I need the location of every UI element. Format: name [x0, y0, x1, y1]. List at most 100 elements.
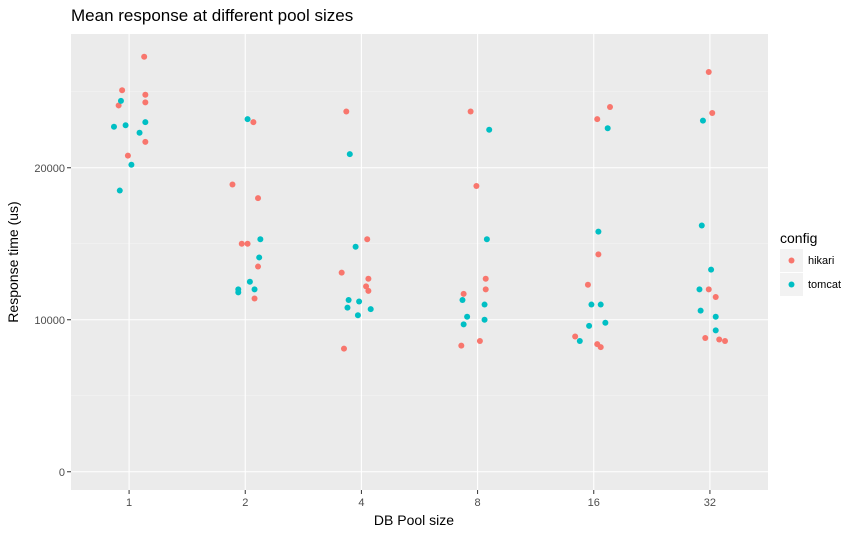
data-point-hikari: [255, 195, 262, 202]
y-axis-label: Response time (us): [5, 201, 21, 322]
data-point-hikari: [365, 287, 372, 294]
data-point-hikari: [119, 87, 126, 94]
data-point-tomcat: [235, 289, 242, 296]
data-point-hikari: [255, 263, 262, 270]
data-point-hikari: [705, 69, 712, 75]
data-point-tomcat: [246, 278, 253, 285]
data-point-hikari: [363, 283, 370, 290]
data-point-tomcat: [586, 322, 593, 329]
data-point-hikari: [142, 138, 149, 145]
data-point-tomcat: [602, 319, 609, 326]
data-point-tomcat: [481, 316, 488, 323]
legend-label-tomcat: tomcat: [808, 279, 841, 291]
legend-items: hikari tomcat: [780, 249, 841, 296]
legend-title: config: [780, 230, 817, 246]
data-point-hikari: [712, 293, 719, 300]
data-point-tomcat: [481, 301, 488, 308]
data-point-hikari: [460, 290, 467, 297]
data-point-hikari: [572, 333, 579, 340]
data-point-hikari: [482, 275, 489, 282]
data-point-hikari: [473, 183, 480, 189]
data-point-hikari: [597, 344, 604, 351]
x-tick-label: 8: [475, 497, 481, 509]
data-point-tomcat: [588, 301, 595, 308]
data-point-hikari: [702, 335, 709, 341]
legend: config hikari tomcat: [780, 230, 841, 296]
legend-label-hikari: hikari: [808, 255, 834, 267]
x-tick-label: 1: [126, 497, 132, 509]
data-point-hikari: [244, 240, 251, 247]
data-point-tomcat: [367, 306, 374, 313]
data-point-tomcat: [486, 126, 493, 133]
data-point-tomcat: [697, 307, 704, 314]
data-point-hikari: [338, 269, 345, 276]
data-point-hikari: [340, 345, 347, 352]
data-point-tomcat: [345, 297, 352, 303]
data-point-tomcat: [459, 297, 466, 303]
data-point-hikari: [709, 110, 716, 117]
chart-title: Mean response at different pool sizes: [71, 6, 353, 25]
data-point-hikari: [716, 336, 723, 343]
data-point-tomcat: [708, 266, 715, 273]
data-point-tomcat: [136, 129, 143, 136]
data-point-hikari: [251, 295, 258, 302]
data-point-tomcat: [696, 286, 703, 293]
data-point-tomcat: [142, 119, 149, 126]
data-point-hikari: [124, 152, 131, 159]
x-axis-label: DB Pool size: [374, 512, 454, 528]
data-point-hikari: [141, 53, 148, 60]
data-point-tomcat: [352, 243, 359, 250]
data-point-hikari: [584, 281, 591, 288]
data-point-tomcat: [712, 313, 719, 320]
data-point-hikari: [343, 108, 350, 115]
data-point-hikari: [594, 116, 601, 123]
data-point-tomcat: [256, 254, 263, 261]
y-tick-label: 20000: [34, 163, 65, 175]
data-point-tomcat: [712, 327, 719, 334]
data-point-hikari: [722, 338, 729, 345]
data-point-tomcat: [251, 286, 258, 293]
data-point-tomcat: [699, 117, 706, 124]
data-point-tomcat: [597, 301, 604, 308]
data-point-hikari: [607, 103, 614, 110]
data-point-tomcat: [122, 122, 129, 129]
x-tick-label: 4: [358, 497, 364, 509]
data-point-hikari: [142, 99, 149, 106]
data-point-tomcat: [698, 222, 705, 229]
data-point-tomcat: [464, 313, 471, 320]
data-point-tomcat: [483, 236, 490, 243]
data-point-tomcat: [346, 151, 353, 158]
data-point-hikari: [482, 286, 489, 293]
grid-lines: [71, 34, 768, 490]
data-point-hikari: [595, 251, 602, 258]
data-point-hikari: [705, 286, 712, 293]
data-point-hikari: [458, 342, 465, 349]
data-point-hikari: [467, 108, 474, 115]
data-points: [110, 53, 729, 352]
legend-swatch-tomcat: [788, 281, 795, 288]
plot-panel: [71, 34, 768, 490]
data-point-tomcat: [117, 97, 124, 104]
data-point-tomcat: [344, 304, 351, 311]
data-point-tomcat: [354, 312, 361, 319]
data-point-hikari: [250, 119, 257, 126]
data-point-tomcat: [128, 161, 135, 168]
data-point-tomcat: [576, 338, 583, 345]
data-point-tomcat: [604, 125, 611, 132]
data-point-hikari: [238, 240, 245, 247]
data-point-tomcat: [595, 228, 602, 235]
data-point-tomcat: [244, 116, 251, 123]
data-point-hikari: [476, 338, 483, 345]
axes: 0 10000 20000 1 2 4 8 16 32: [34, 163, 716, 509]
x-tick-label: 32: [704, 497, 716, 509]
data-point-hikari: [365, 275, 372, 282]
y-tick-label: 10000: [34, 315, 65, 327]
data-point-hikari: [229, 181, 236, 188]
data-point-hikari: [142, 91, 149, 98]
data-point-tomcat: [110, 123, 117, 130]
data-point-tomcat: [116, 187, 123, 194]
data-point-tomcat: [257, 236, 264, 243]
x-tick-label: 16: [588, 497, 600, 509]
